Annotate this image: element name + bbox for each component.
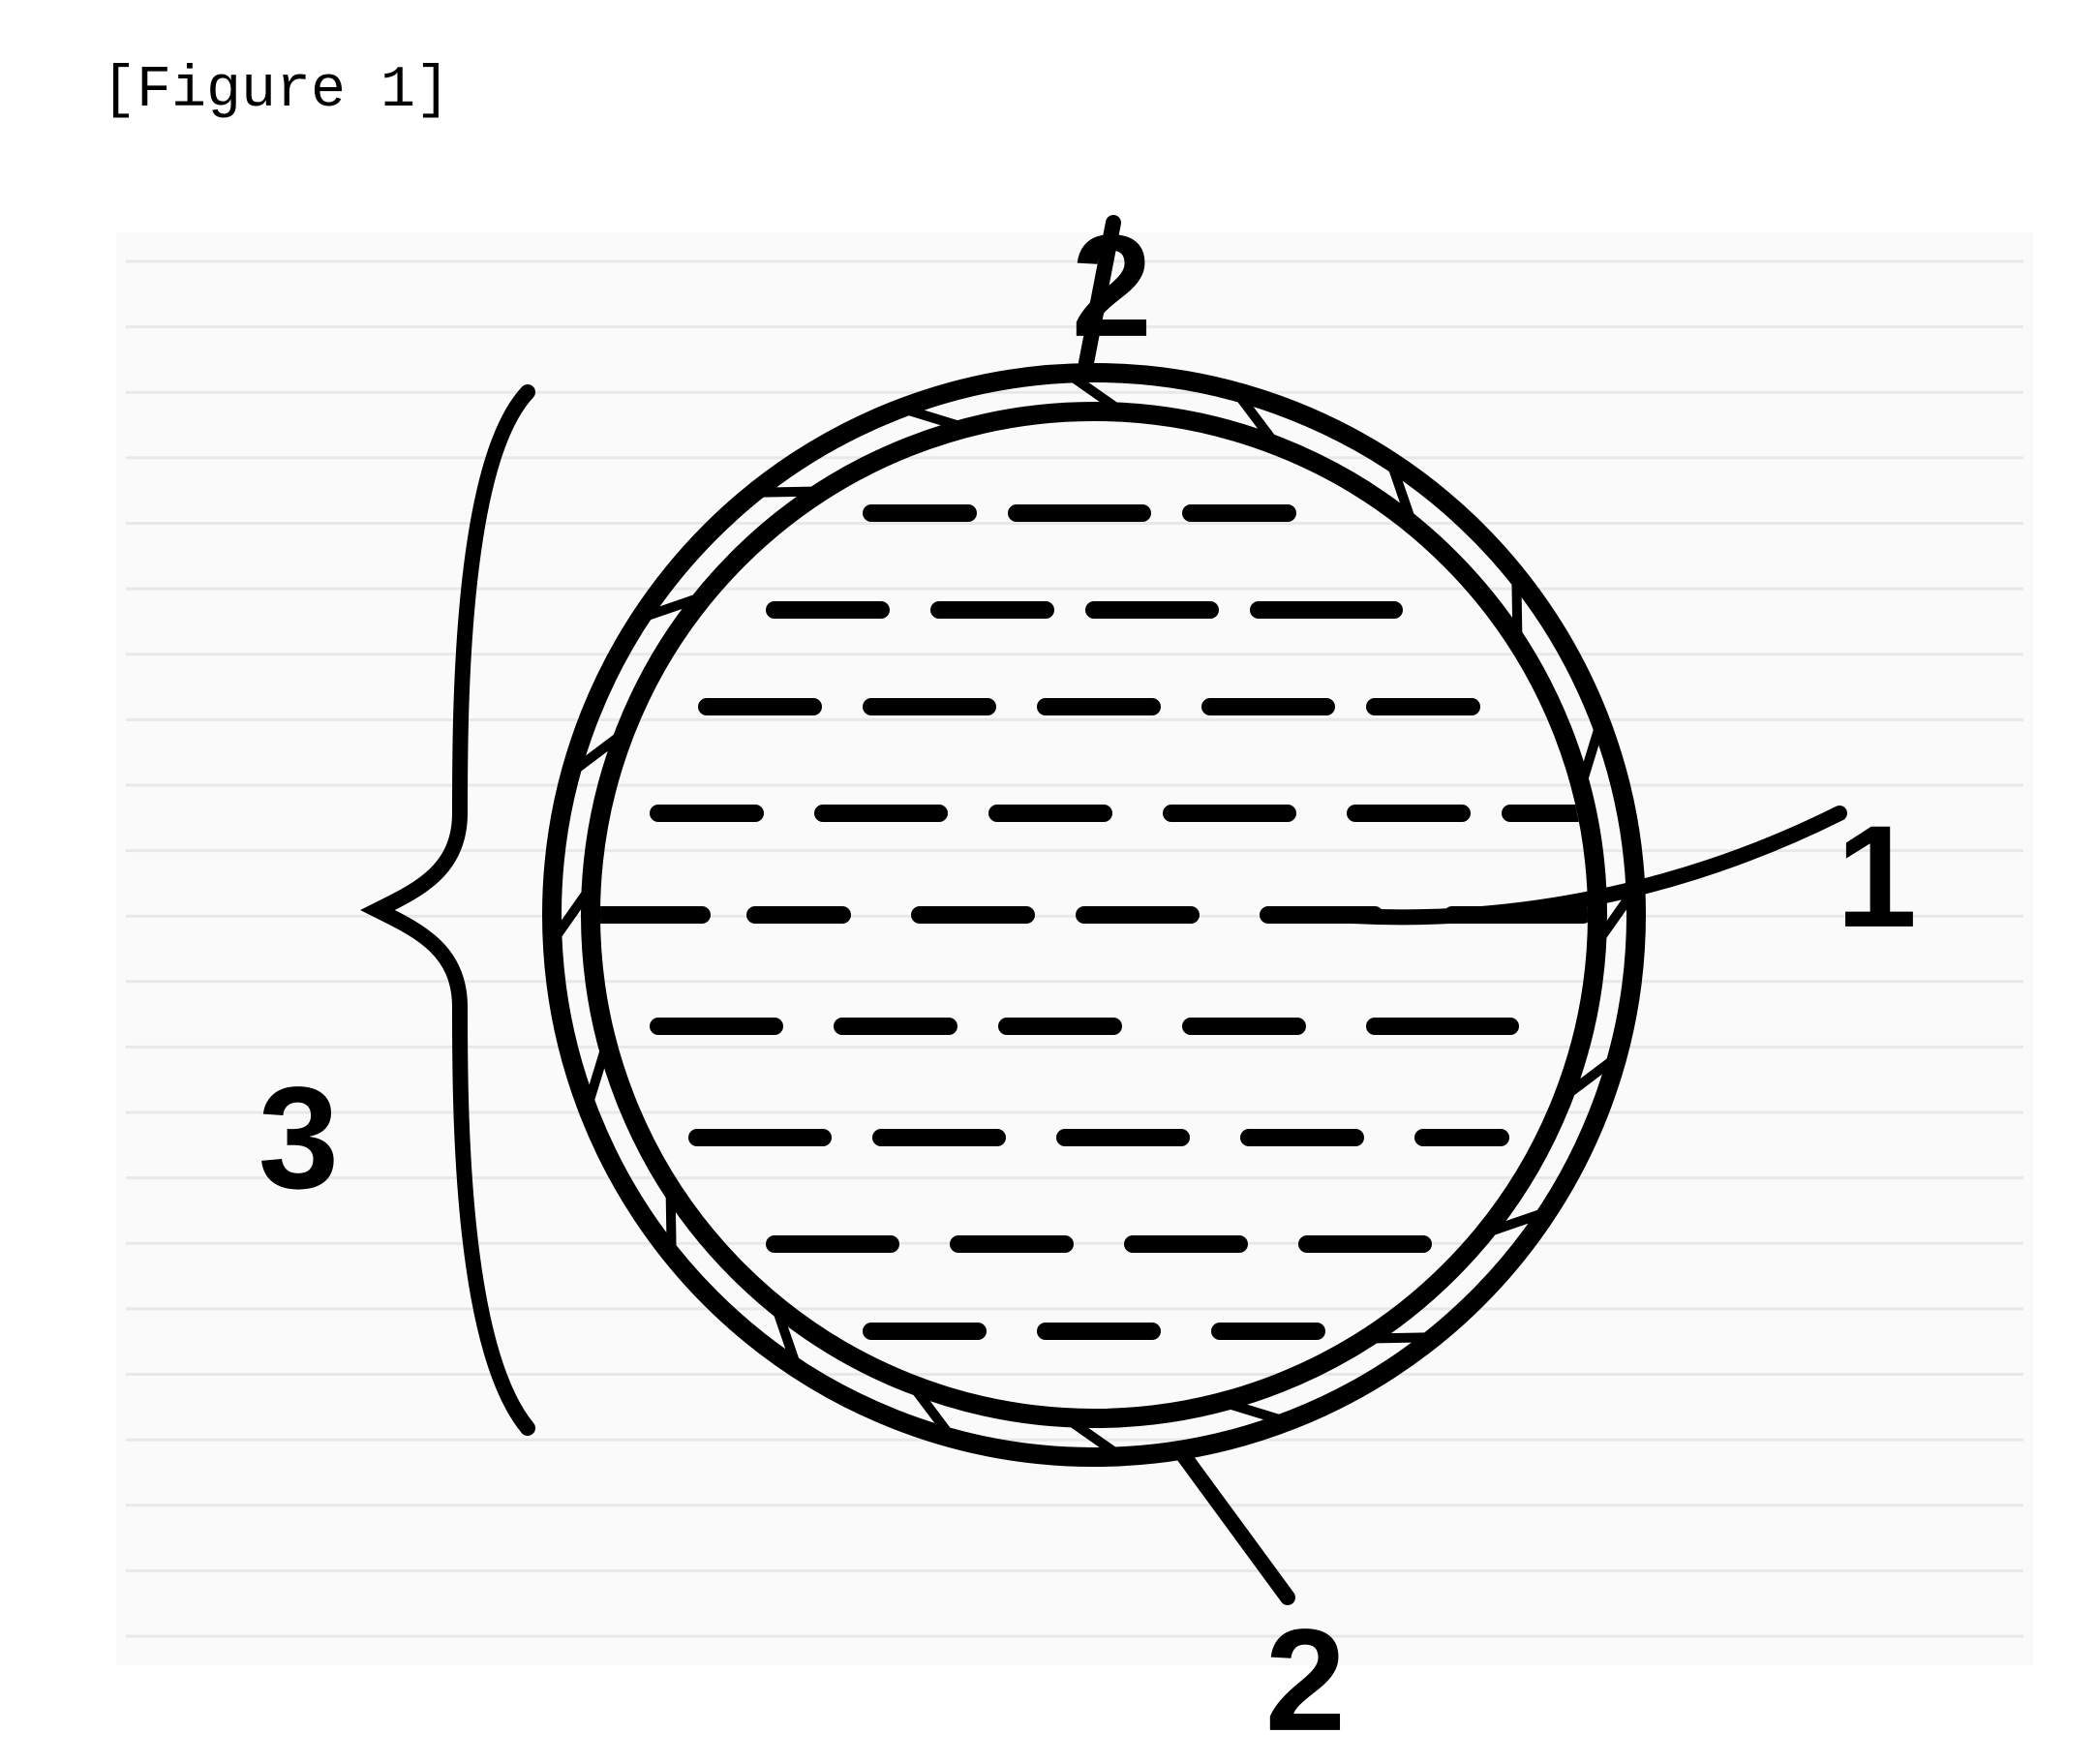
figure-svg-wrap	[77, 194, 2072, 1704]
figure-svg	[77, 194, 2072, 1704]
label-1: 1	[1837, 793, 1917, 960]
shell-hatch	[1516, 583, 1517, 633]
figure-caption: [Figure 1]	[102, 58, 450, 124]
label-2-top: 2	[1072, 202, 1152, 370]
label-3: 3	[258, 1054, 339, 1222]
shell-hatch	[1376, 1337, 1426, 1338]
label-2-bottom: 2	[1265, 1597, 1346, 1764]
shell-hatch	[671, 1197, 672, 1247]
shell-hatch	[762, 492, 812, 493]
